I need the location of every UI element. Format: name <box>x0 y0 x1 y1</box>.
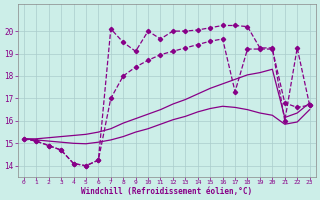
X-axis label: Windchill (Refroidissement éolien,°C): Windchill (Refroidissement éolien,°C) <box>81 187 252 196</box>
